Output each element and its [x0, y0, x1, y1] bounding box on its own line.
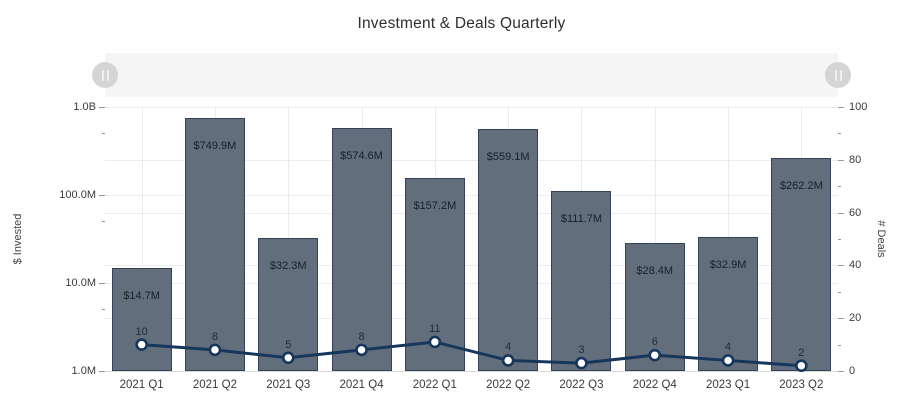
invested-bar[interactable]	[478, 129, 539, 371]
right-axis-tick	[838, 318, 844, 320]
right-axis-tick-label: 0	[849, 365, 856, 377]
right-axis-tick	[838, 212, 844, 214]
deals-point-label: 8	[358, 330, 365, 343]
bar-value-label: $157.2M	[413, 199, 457, 212]
deals-point-label: 11	[429, 322, 441, 335]
x-axis-tick-label: 2023 Q1	[705, 379, 751, 391]
deals-line-path	[141, 340, 802, 368]
right-axis-tick	[838, 159, 844, 161]
right-axis-minor-tick	[838, 239, 841, 240]
drag-grip-icon	[839, 69, 842, 81]
deals-point-label: 4	[724, 341, 732, 354]
invested-bar[interactable]	[111, 268, 172, 371]
invested-bar[interactable]	[551, 190, 612, 371]
right-axis-tick-label: 80	[849, 153, 862, 166]
left-axis-tick-label: 10.0M	[65, 277, 96, 289]
bar-value-label: $111.7M	[560, 212, 603, 225]
x-axis-tick-label: 2021 Q3	[266, 379, 311, 391]
right-axis-tick	[838, 371, 844, 372]
x-axis-tick-label: 2023 Q2	[779, 379, 824, 391]
drag-grip-icon	[106, 69, 109, 81]
right-axis-tick	[838, 265, 844, 267]
x-axis-tick-label: 2022 Q1	[412, 379, 457, 391]
h-gridline	[105, 195, 838, 196]
left-axis-tick-label: 1.0M	[71, 365, 96, 377]
right-axis-minor-tick	[838, 291, 841, 293]
deals-point-label: 6	[651, 336, 658, 349]
v-gridline	[655, 107, 656, 371]
chart-title: Investment & Deals Quarterly	[357, 15, 566, 32]
bar-value-label: $262.2M	[779, 180, 823, 193]
range-navigator-track[interactable]	[105, 53, 838, 97]
right-axis-tick-label: 100	[849, 101, 868, 113]
invested-bar[interactable]	[184, 117, 245, 371]
x-axis-tick-label: 2021 Q1	[119, 379, 164, 391]
left-axis-tick	[99, 107, 105, 108]
deals-point-marker[interactable]	[648, 348, 662, 362]
range-navigator-right-handle[interactable]	[825, 62, 851, 88]
bar-value-label: $32.9M	[709, 259, 747, 272]
v-gridline	[142, 107, 143, 371]
invested-bar[interactable]	[771, 158, 832, 371]
right-axis-minor-tick	[838, 186, 841, 188]
deals-point-marker[interactable]	[355, 343, 368, 357]
deals-point-marker[interactable]	[795, 359, 808, 373]
deals-point-label: 8	[211, 330, 218, 343]
left-axis-tick	[99, 371, 105, 372]
bar-value-label: $559.1M	[486, 151, 530, 164]
h-gridline	[105, 107, 838, 108]
left-axis-tick-label: 100.0M	[59, 189, 96, 201]
right-axis-minor-tick	[838, 344, 841, 346]
deals-point-marker[interactable]	[135, 338, 148, 351]
deals-point-marker[interactable]	[208, 343, 222, 357]
deals-point-marker[interactable]	[721, 354, 735, 367]
bar-value-label: $574.6M	[340, 150, 383, 163]
left-axis-minor-tick	[102, 221, 105, 223]
deals-point-label: 2	[798, 346, 805, 359]
range-navigator-left-handle[interactable]	[92, 62, 118, 88]
bar-value-label: $14.7M	[123, 290, 160, 303]
x-axis-tick-label: 2022 Q3	[559, 379, 604, 391]
left-axis-tick	[99, 283, 105, 284]
drag-grip-icon	[101, 69, 104, 81]
deals-point-marker[interactable]	[501, 354, 515, 367]
bar-value-label: $749.9M	[193, 139, 237, 152]
h-gridline	[105, 160, 838, 161]
left-axis-minor-tick	[102, 309, 105, 311]
right-axis-tick-label: 20	[849, 312, 862, 325]
invested-bar[interactable]	[331, 128, 392, 371]
right-axis-minor-tick	[838, 133, 841, 135]
x-axis-tick-label: 2022 Q4	[632, 379, 677, 391]
bar-value-label: $28.4M	[636, 265, 674, 278]
x-axis-tick-label: 2021 Q4	[339, 379, 384, 391]
right-axis-tick-label: 60	[849, 206, 862, 219]
h-gridline	[105, 283, 838, 284]
deals-point-marker[interactable]	[281, 351, 295, 365]
left-axis-minor-tick	[102, 133, 105, 135]
deals-point-label: 10	[135, 325, 148, 338]
deals-point-label: 5	[285, 338, 292, 351]
deals-point-label: 3	[578, 344, 585, 357]
deals-point-marker[interactable]	[575, 356, 588, 370]
invested-bar[interactable]	[698, 237, 759, 371]
x-axis-line	[105, 371, 843, 372]
x-axis-tick-label: 2022 Q2	[486, 379, 531, 391]
drag-grip-icon	[834, 69, 837, 81]
invested-bar[interactable]	[258, 238, 319, 371]
right-axis-tick-label: 40	[849, 259, 862, 272]
right-axis-tick	[838, 107, 844, 108]
h-gridline	[105, 213, 838, 214]
left-axis-tick-label: 1.0B	[73, 101, 96, 113]
h-gridline	[105, 318, 838, 319]
bar-value-label: $32.3M	[269, 260, 307, 273]
deals-line	[135, 335, 808, 373]
h-gridline	[105, 265, 838, 266]
deals-point-label: 4	[505, 341, 512, 354]
left-axis-tick	[99, 195, 105, 196]
deals-point-marker[interactable]	[428, 335, 442, 349]
x-axis-tick-label: 2021 Q2	[192, 379, 237, 391]
